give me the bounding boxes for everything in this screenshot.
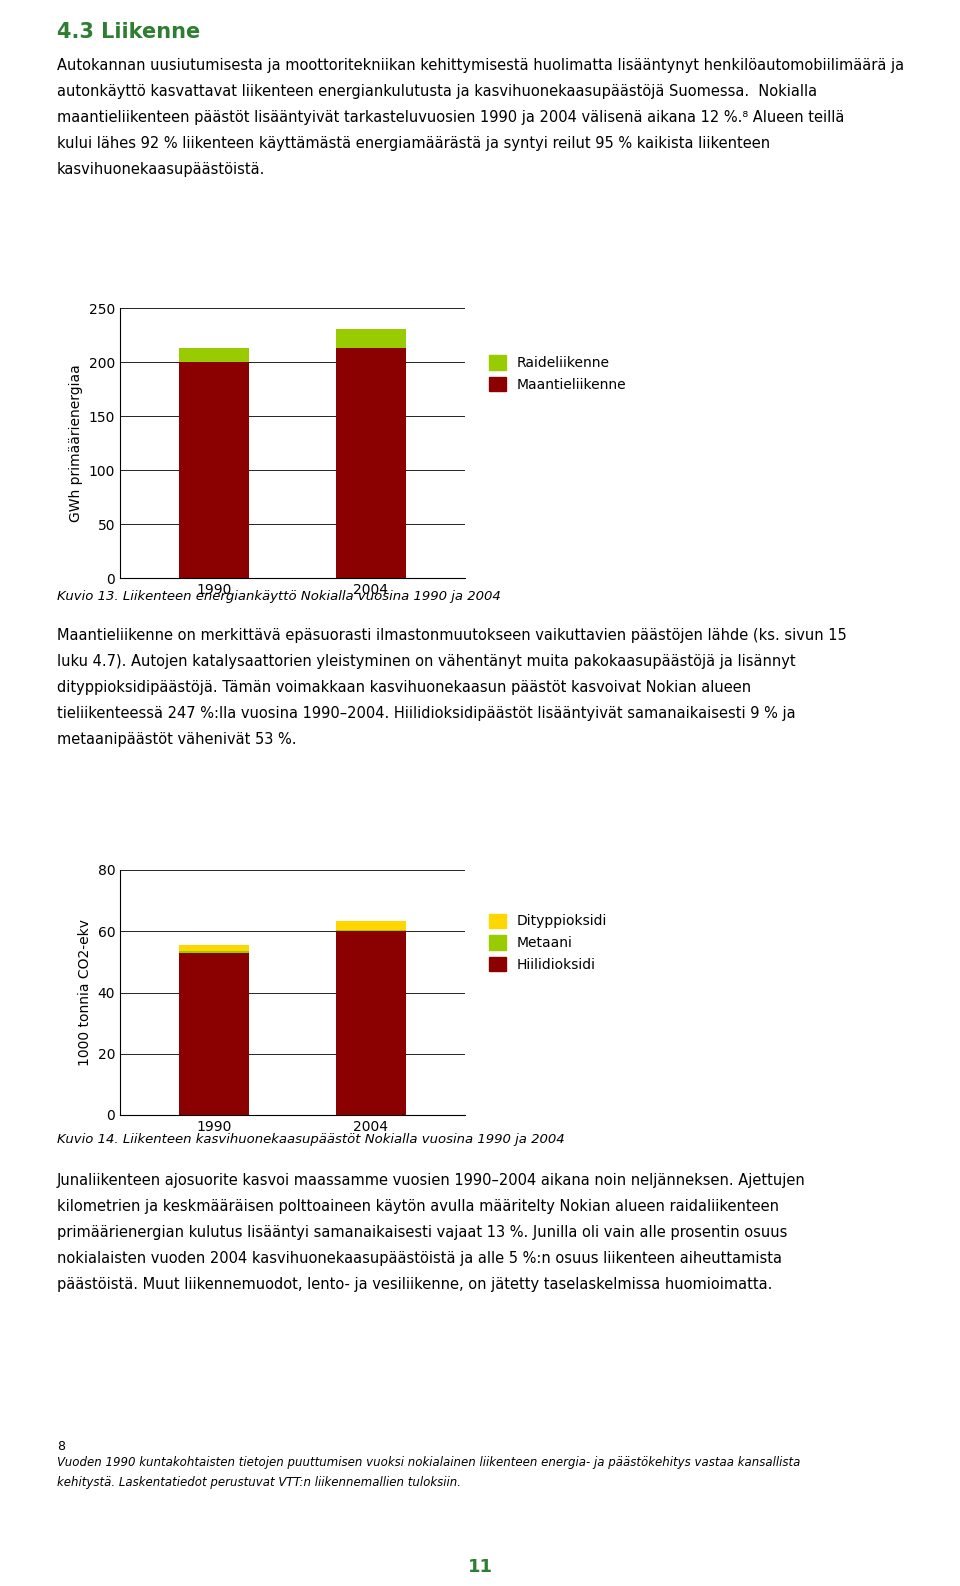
- Bar: [336, 931, 406, 1115]
- Text: kilometrien ja keskmääräisen polttoaineen käytön avulla määritelty Nokian alueen: kilometrien ja keskmääräisen polttoainee…: [57, 1199, 779, 1213]
- Legend: Raideliikenne, Maantieliikenne: Raideliikenne, Maantieliikenne: [490, 355, 627, 392]
- Bar: [179, 347, 250, 362]
- Text: kului lähes 92 % liikenteen käyttämästä energiamäärästä ja syntyi reilut 95 % ka: kului lähes 92 % liikenteen käyttämästä …: [57, 136, 770, 151]
- Text: Kuvio 13. Liikenteen energiankäyttö Nokialla vuosina 1990 ja 2004: Kuvio 13. Liikenteen energiankäyttö Noki…: [57, 590, 501, 603]
- Text: 11: 11: [468, 1557, 492, 1576]
- Text: autonkäyttö kasvattavat liikenteen energiankulutusta ja kasvihuonekaasupäästöjä : autonkäyttö kasvattavat liikenteen energ…: [57, 84, 817, 98]
- Text: primäärienergian kulutus lisääntyi samanaikaisesti vajaat 13 %. Junilla oli vain: primäärienergian kulutus lisääntyi saman…: [57, 1224, 787, 1240]
- Y-axis label: 1000 tonnia CO2-ekv: 1000 tonnia CO2-ekv: [78, 918, 92, 1066]
- Text: 4.3 Liikenne: 4.3 Liikenne: [57, 22, 201, 41]
- Text: maantieliikenteen päästöt lisääntyivät tarkasteluvuosien 1990 ja 2004 välisenä a: maantieliikenteen päästöt lisääntyivät t…: [57, 109, 845, 125]
- Text: luku 4.7). Autojen katalysaattorien yleistyminen on vähentänyt muita pakokaasupä: luku 4.7). Autojen katalysaattorien ylei…: [57, 653, 796, 669]
- Text: 8: 8: [57, 1440, 65, 1453]
- Text: dityppioksidipäästöjä. Tämän voimakkaan kasvihuonekaasun päästöt kasvoivat Nokia: dityppioksidipäästöjä. Tämän voimakkaan …: [57, 680, 751, 695]
- Bar: [336, 328, 406, 347]
- Text: tieliikenteessä 247 %:lla vuosina 1990–2004. Hiilidioksidipäästöt lisääntyivät s: tieliikenteessä 247 %:lla vuosina 1990–2…: [57, 706, 796, 722]
- Text: päästöistä. Muut liikennemuodot, lento- ja vesiliikenne, on jätetty taselaskelmi: päästöistä. Muut liikennemuodot, lento- …: [57, 1277, 773, 1293]
- Text: Junaliikenteen ajosuorite kasvoi maassamme vuosien 1990–2004 aikana noin neljänn: Junaliikenteen ajosuorite kasvoi maassam…: [57, 1174, 805, 1188]
- Text: nokialaisten vuoden 2004 kasvihuonekaasupäästöistä ja alle 5 %:n osuus liikentee: nokialaisten vuoden 2004 kasvihuonekaasu…: [57, 1251, 782, 1266]
- Text: kehitystä. Laskentatiedot perustuvat VTT:n liikennemallien tuloksiin.: kehitystä. Laskentatiedot perustuvat VTT…: [57, 1477, 461, 1489]
- Bar: [179, 945, 250, 952]
- Legend: Dityppioksidi, Metaani, Hiilidioksidi: Dityppioksidi, Metaani, Hiilidioksidi: [490, 914, 608, 972]
- Text: Vuoden 1990 kuntakohtaisten tietojen puuttumisen vuoksi nokialainen liikenteen e: Vuoden 1990 kuntakohtaisten tietojen puu…: [57, 1456, 801, 1469]
- Bar: [336, 920, 406, 929]
- Bar: [336, 347, 406, 577]
- Text: Maantieliikenne on merkittävä epäsuorasti ilmastonmuutokseen vaikuttavien päästö: Maantieliikenne on merkittävä epäsuorast…: [57, 628, 847, 642]
- Text: kasvihuonekaasupäästöistä.: kasvihuonekaasupäästöistä.: [57, 162, 265, 178]
- Text: metaanipäästöt vähenivät 53 %.: metaanipäästöt vähenivät 53 %.: [57, 733, 297, 747]
- Text: Autokannan uusiutumisesta ja moottoritekniikan kehittymisestä huolimatta lisäänt: Autokannan uusiutumisesta ja moottoritek…: [57, 59, 904, 73]
- Y-axis label: GWh primäärienergiaa: GWh primäärienergiaa: [69, 365, 84, 522]
- Bar: [179, 953, 250, 1115]
- Text: Kuvio 14. Liikenteen kasvihuonekaasupäästöt Nokialla vuosina 1990 ja 2004: Kuvio 14. Liikenteen kasvihuonekaasupääs…: [57, 1132, 564, 1147]
- Bar: [179, 362, 250, 577]
